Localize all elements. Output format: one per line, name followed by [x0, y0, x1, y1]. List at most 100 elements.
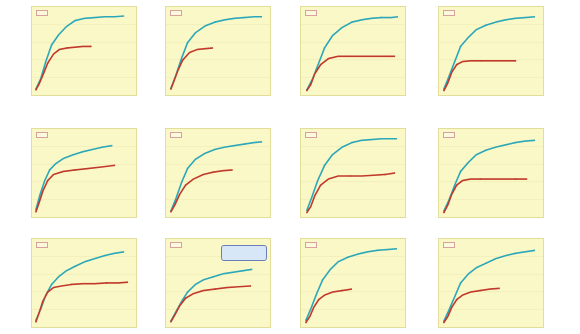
data-point — [319, 184, 322, 187]
data-point — [66, 47, 69, 49]
series-line-1 — [35, 15, 125, 90]
data-point — [212, 171, 214, 174]
data-point — [319, 63, 322, 66]
chart-panel-6 — [165, 128, 271, 218]
data-point — [186, 291, 189, 293]
data-point — [443, 321, 445, 324]
plot-area — [438, 238, 544, 328]
data-point — [514, 178, 517, 180]
chart-svg — [301, 137, 405, 214]
chart-svg — [166, 256, 270, 323]
chart-svg — [166, 141, 270, 213]
chart-svg — [439, 139, 543, 214]
plot-area — [31, 128, 137, 218]
chart-svg — [301, 247, 405, 324]
series-line-1 — [443, 15, 536, 90]
data-point — [479, 178, 482, 180]
panel-tag — [36, 132, 48, 138]
data-point — [459, 282, 462, 284]
panel-tag — [36, 242, 48, 248]
data-point — [514, 252, 517, 255]
data-point — [455, 184, 458, 187]
data-point — [305, 321, 307, 324]
data-point — [384, 173, 387, 176]
data-point — [48, 169, 51, 171]
data-point — [351, 21, 353, 23]
data-point — [89, 45, 92, 48]
panel-tag — [443, 10, 455, 16]
panel-tag — [443, 132, 455, 138]
data-point — [443, 211, 445, 214]
data-point — [376, 249, 379, 252]
chart-panel-3 — [300, 6, 406, 96]
panel-tag — [305, 242, 317, 248]
data-point — [105, 282, 108, 284]
data-point — [459, 45, 462, 48]
series-line-2 — [306, 55, 396, 91]
series-line-1 — [170, 15, 263, 89]
series-line-1 — [170, 141, 263, 212]
chart-panel-5 — [31, 128, 137, 218]
data-point — [514, 17, 517, 20]
data-point — [74, 19, 77, 22]
data-point — [46, 291, 49, 293]
series-line-1 — [443, 249, 536, 322]
data-point — [170, 88, 172, 90]
data-point — [241, 269, 244, 272]
series-line-2 — [306, 172, 396, 213]
chart-panel-1 — [31, 6, 137, 96]
series-line-1 — [306, 15, 399, 91]
plot-area — [438, 128, 544, 218]
chart-panel-11 — [300, 238, 406, 328]
panel-tag — [36, 10, 48, 16]
data-point — [170, 210, 172, 213]
data-point — [317, 298, 320, 301]
series-line-1 — [170, 268, 253, 322]
data-point — [74, 169, 77, 171]
series-line-2 — [305, 288, 353, 323]
data-point — [170, 320, 172, 323]
data-point — [184, 297, 187, 300]
data-point — [181, 59, 184, 61]
series-line-1 — [305, 247, 398, 321]
chart-svg — [32, 144, 136, 213]
chart-svg — [439, 15, 543, 92]
panel-tag — [170, 242, 182, 248]
data-point — [349, 55, 351, 58]
plot-area — [31, 6, 137, 96]
annotation-callout — [221, 245, 267, 261]
data-point — [214, 148, 216, 151]
data-point — [35, 210, 37, 213]
data-point — [479, 289, 482, 292]
panel-tag — [305, 132, 317, 138]
data-point — [70, 283, 73, 286]
data-point — [380, 16, 383, 19]
data-point — [103, 15, 106, 18]
data-point — [249, 285, 252, 287]
plot-area — [438, 6, 544, 96]
series-line-1 — [35, 251, 125, 321]
data-point — [384, 55, 387, 58]
data-point — [514, 59, 517, 62]
chart-svg — [301, 15, 405, 92]
data-point — [341, 289, 344, 292]
plot-area — [300, 238, 406, 328]
data-point — [46, 62, 49, 65]
series-line-1 — [306, 137, 398, 211]
series-line-2 — [443, 287, 500, 323]
chart-svg — [32, 251, 136, 323]
data-point — [443, 89, 445, 92]
data-point — [349, 175, 351, 177]
data-point — [306, 89, 308, 92]
data-point — [459, 170, 462, 173]
chart-panel-9 — [31, 238, 137, 328]
data-point — [35, 88, 37, 91]
series-line-2 — [170, 169, 233, 213]
chart-panel-7 — [300, 128, 406, 218]
chart-svg — [439, 249, 543, 324]
plot-area — [300, 128, 406, 218]
series-line-2 — [170, 47, 214, 90]
chart-panel-2 — [165, 6, 271, 96]
data-point — [212, 275, 214, 278]
data-point — [514, 141, 517, 144]
